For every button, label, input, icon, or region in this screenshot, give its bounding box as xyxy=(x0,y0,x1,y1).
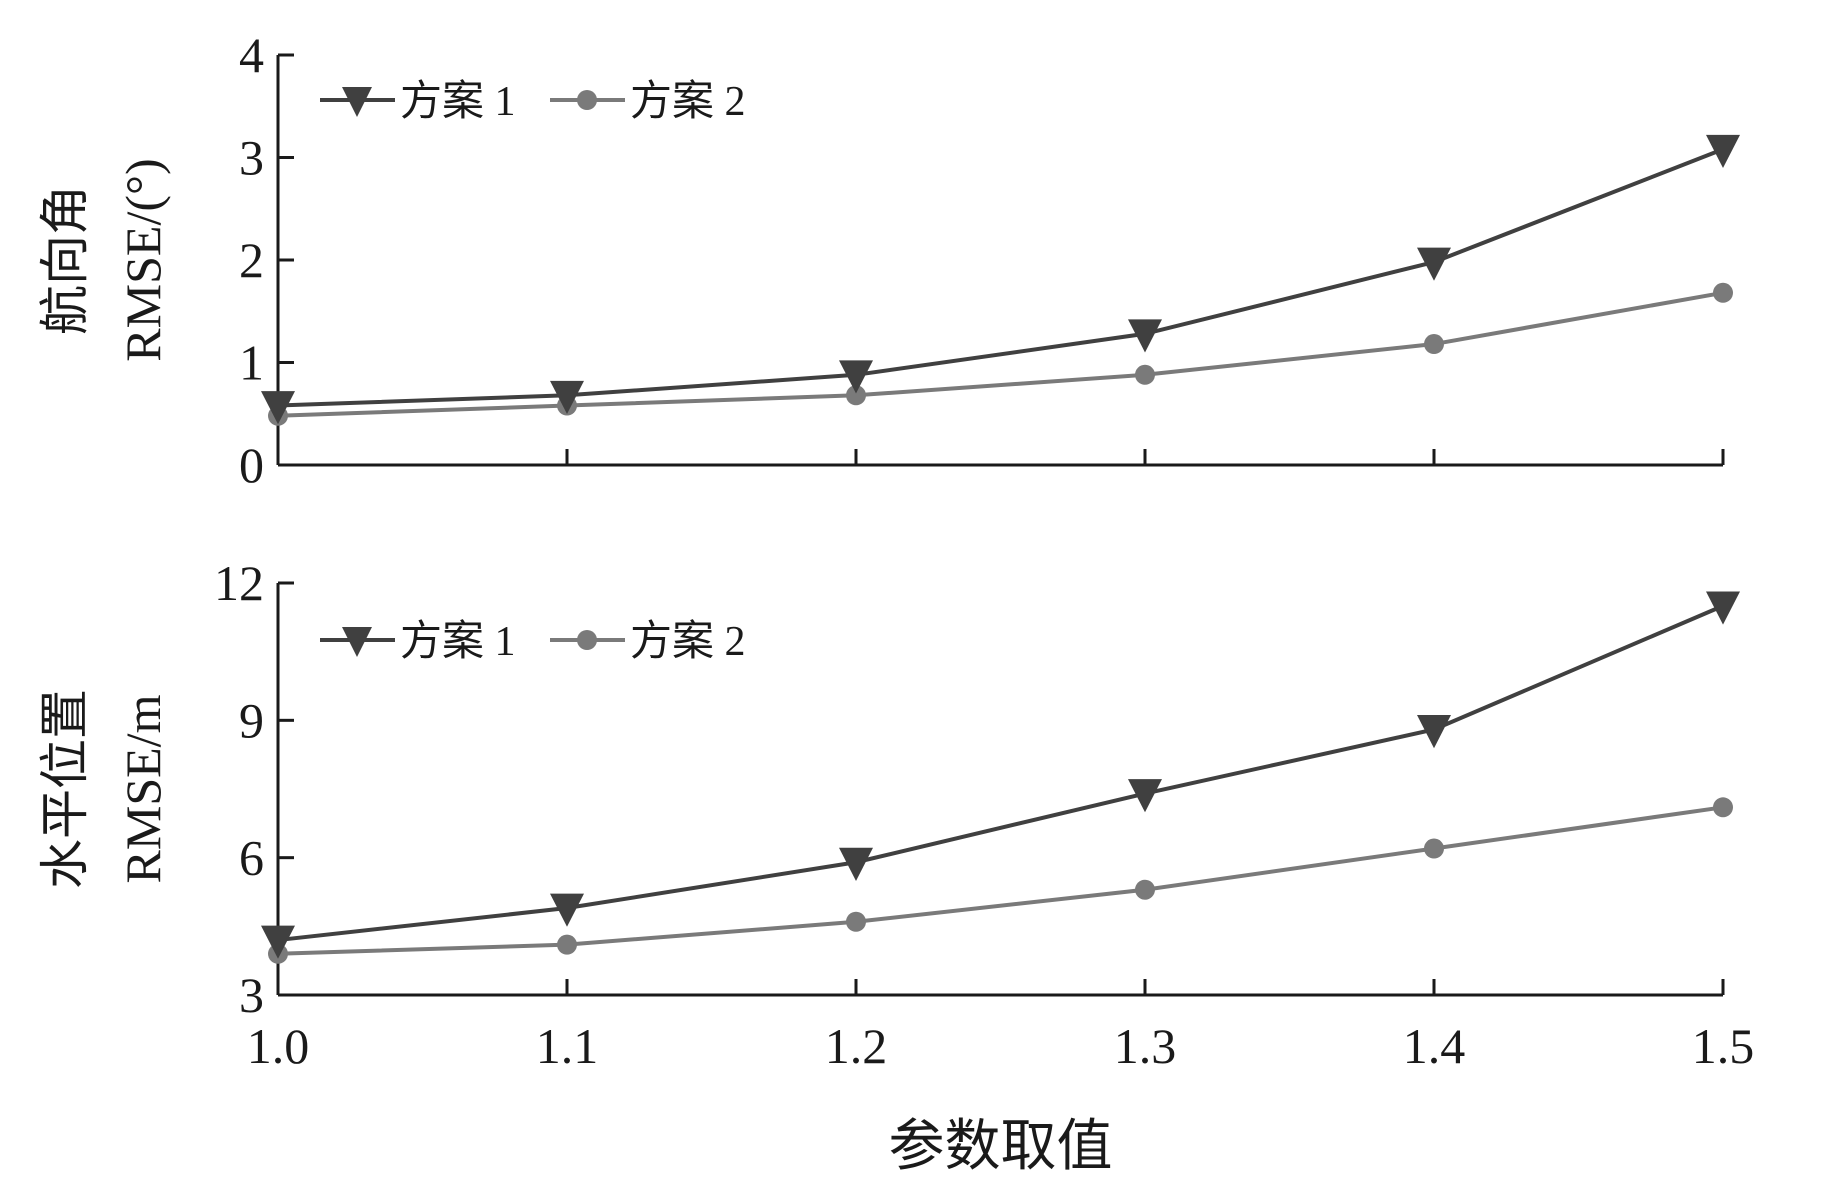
y-axis-label: RMSE/m xyxy=(115,694,171,883)
series-line-2 xyxy=(277,805,1724,956)
legend-marker xyxy=(577,630,597,650)
legend-label: 方案 2 xyxy=(630,78,746,125)
y-axis-label: 航向角 xyxy=(37,185,93,335)
y-tick-label: 3 xyxy=(239,130,264,186)
y-tick-label: 12 xyxy=(214,555,264,611)
legend-label: 方案 1 xyxy=(400,78,516,125)
data-point xyxy=(1128,779,1162,813)
data-point xyxy=(846,385,866,406)
data-point xyxy=(1706,134,1740,168)
data-point xyxy=(1424,334,1444,355)
legend-marker xyxy=(577,90,597,110)
data-point xyxy=(1713,797,1733,818)
data-point xyxy=(839,847,873,881)
legend-marker xyxy=(342,87,372,117)
data-point xyxy=(1417,247,1451,281)
y-tick-label: 4 xyxy=(239,27,264,83)
data-point xyxy=(550,380,584,414)
y-axis-label: 水平位置 xyxy=(37,689,93,889)
y-tick-label: 2 xyxy=(239,232,264,288)
legend-label: 方案 2 xyxy=(630,618,746,665)
x-tick-label: 1.5 xyxy=(1692,1018,1755,1074)
y-tick-label: 0 xyxy=(239,437,264,493)
series-line-1 xyxy=(277,604,1724,943)
y-tick-label: 1 xyxy=(239,335,264,391)
legend-marker xyxy=(342,627,372,657)
data-point xyxy=(846,911,866,932)
y-tick-label: 9 xyxy=(239,692,264,748)
data-point xyxy=(1128,319,1162,353)
legend-label: 方案 1 xyxy=(400,618,516,665)
data-point xyxy=(557,934,577,955)
x-tick-label: 1.4 xyxy=(1403,1018,1466,1074)
y-tick-label: 3 xyxy=(239,967,264,1023)
data-point xyxy=(1706,591,1740,625)
x-tick-label: 1.0 xyxy=(247,1018,310,1074)
data-point xyxy=(1135,364,1155,385)
data-point xyxy=(1713,282,1733,303)
data-point xyxy=(839,360,873,394)
y-axis-label: RMSE/(°) xyxy=(115,158,171,361)
x-tick-label: 1.3 xyxy=(1114,1018,1177,1074)
y-tick-label: 6 xyxy=(239,830,264,886)
series-line-1 xyxy=(277,147,1724,408)
series-line-2 xyxy=(277,290,1724,418)
data-point xyxy=(1424,838,1444,859)
panel-2: 3 6 9 12 1.0 1.1 1.2 1.3 1.4 1.5 水平位置 RMSE/m 参数取值 方案 … xyxy=(37,555,1754,1178)
panel-1: 0 1 2 3 4 航向角 RMSE/(°) 方案 1 方案 2 xyxy=(37,27,1740,493)
data-point xyxy=(261,391,295,425)
x-tick-label: 1.2 xyxy=(825,1018,888,1074)
data-point xyxy=(1135,879,1155,900)
data-point xyxy=(1417,715,1451,749)
data-point xyxy=(261,925,295,959)
x-axis-label: 参数取值 xyxy=(889,1116,1113,1178)
x-tick-label: 1.1 xyxy=(536,1018,599,1074)
data-point xyxy=(550,893,584,927)
